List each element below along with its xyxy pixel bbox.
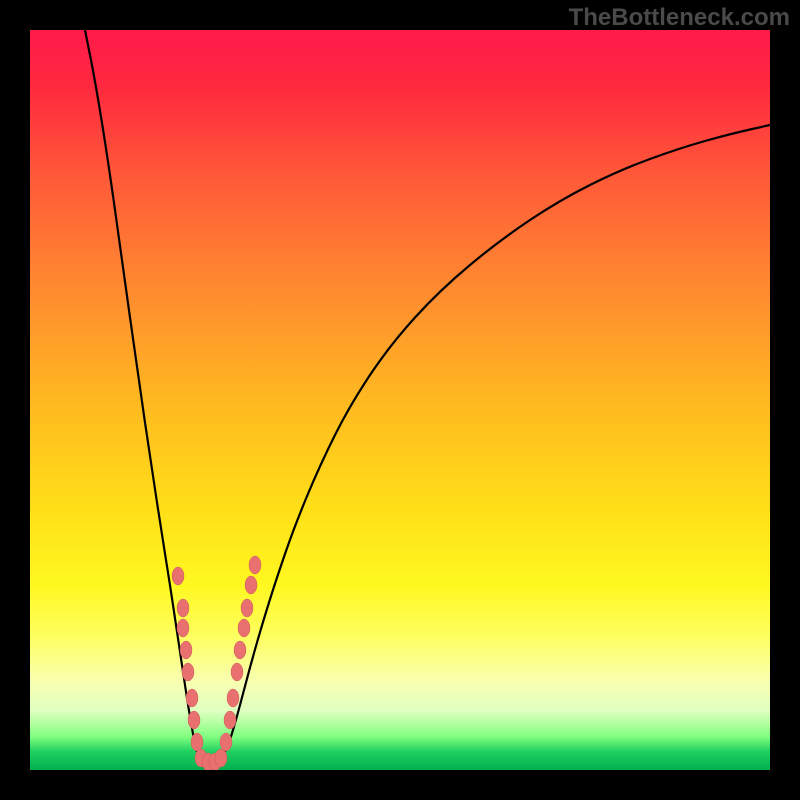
chart-canvas bbox=[0, 0, 800, 800]
watermark-label: TheBottleneck.com bbox=[569, 4, 790, 32]
bottleneck-chart: TheBottleneck.com bbox=[0, 0, 800, 800]
